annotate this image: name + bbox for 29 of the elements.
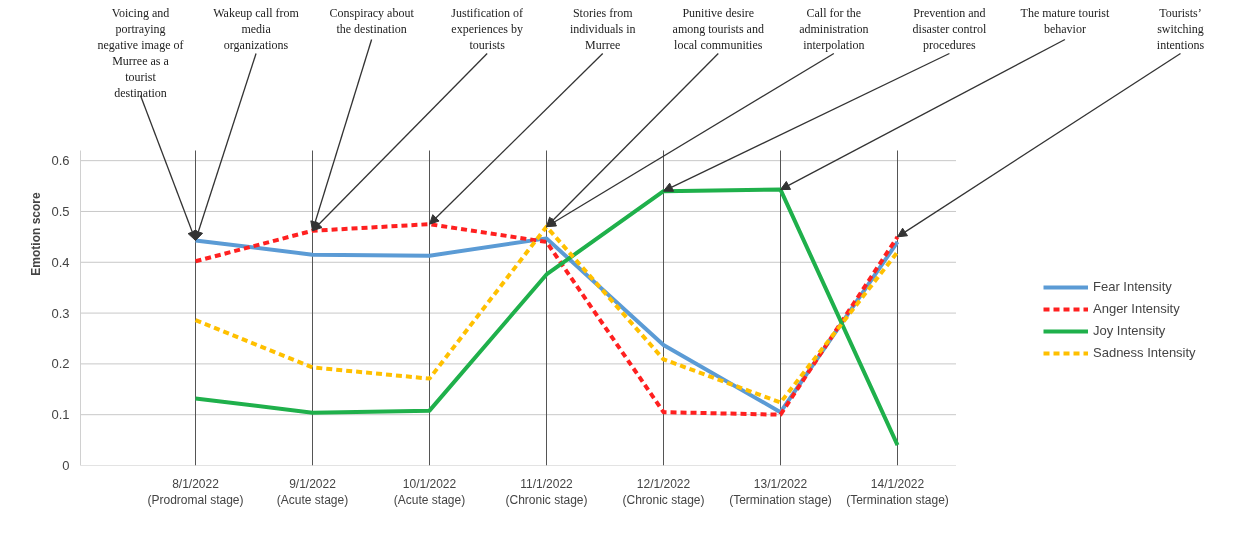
- legend-label: Anger Intensity: [1093, 301, 1180, 316]
- annotation: Call for the administration interpolation: [799, 5, 869, 52]
- annotation: Conspiracy about the destination: [329, 5, 415, 36]
- y-tick-label: 0.1: [51, 407, 70, 423]
- x-tick-label: 8/1/2022 (Prodromal stage): [147, 476, 244, 508]
- x-tick-label: 13/1/2022(Termination stage): [729, 476, 832, 508]
- y-tick-label: 0.3: [51, 305, 70, 321]
- x-tick-label: 14/1/2022(Termination stage): [846, 476, 949, 508]
- legend-label: Fear Intensity: [1093, 279, 1172, 294]
- annotation: Tourists’ switching intentions: [1156, 5, 1205, 52]
- y-tick-label: 0.5: [51, 203, 70, 219]
- y-tick-label: 0.2: [51, 356, 70, 372]
- y-tick-label: 0.6: [51, 153, 70, 169]
- y-tick-label: 0: [62, 458, 70, 473]
- y-axis-title: Emotion score: [29, 192, 44, 276]
- annotation: The mature tourist behavior: [1020, 5, 1110, 36]
- x-tick-label: 11/1/2022(Chronic stage): [505, 476, 588, 508]
- legend-label: Joy Intensity: [1093, 323, 1166, 338]
- legend-label: Sadness Intensity: [1093, 345, 1196, 360]
- annotation: Justification of experiences by tourists: [451, 5, 523, 52]
- x-tick-label: 9/1/2022 (Acute stage): [276, 476, 349, 508]
- annotation: Voicing and portraying negative image of Murree as a tourist destination: [97, 5, 184, 100]
- annotation: Punitive desire among tourists and local communities: [672, 5, 764, 52]
- annotation: Stories from individuals in Murree: [569, 5, 636, 52]
- x-tick-label: 12/1/2022(Chronic stage): [622, 476, 705, 508]
- annotation: Prevention and disaster control procedures: [912, 5, 987, 52]
- y-tick-label: 0.4: [51, 254, 70, 270]
- x-tick-label: 10/1/2022(Acute stage): [393, 476, 466, 508]
- annotation: Wakeup call from media organizations: [213, 5, 300, 52]
